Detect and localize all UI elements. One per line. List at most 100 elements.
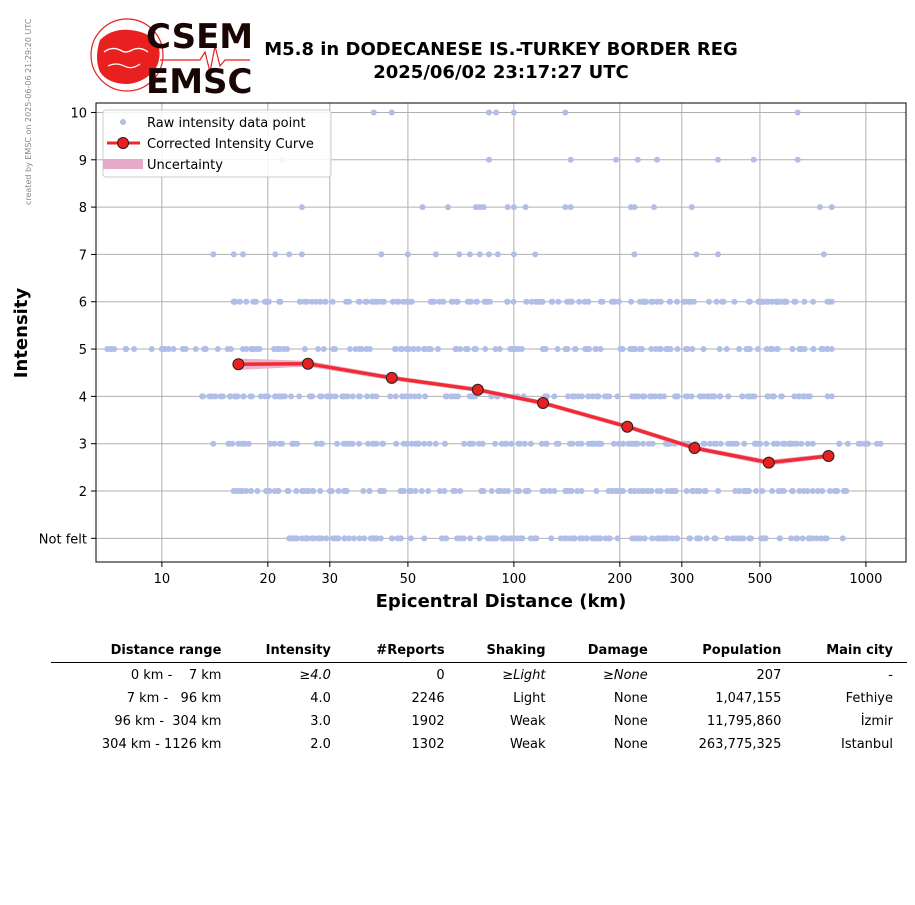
- raw-point: [820, 251, 827, 258]
- raw-point: [508, 535, 515, 542]
- legend: Raw intensity data point Corrected Inten…: [102, 109, 332, 178]
- raw-point: [597, 346, 604, 353]
- raw-point: [301, 298, 308, 305]
- raw-point: [232, 298, 239, 305]
- raw-point: [804, 488, 811, 495]
- raw-point: [271, 440, 278, 447]
- raw-point: [688, 204, 695, 211]
- cell-city: Istanbul: [840, 737, 893, 752]
- raw-point: [276, 346, 283, 353]
- raw-point: [619, 346, 626, 353]
- raw-point: [554, 346, 561, 353]
- raw-point: [399, 346, 406, 353]
- raw-point: [294, 535, 301, 542]
- y-tick-label: 9: [79, 154, 87, 169]
- raw-point: [493, 535, 500, 542]
- header-distance: Distance range: [51, 640, 236, 663]
- raw-point: [271, 488, 278, 495]
- raw-point: [645, 440, 652, 447]
- legend-raw-label: Raw intensity data point: [147, 116, 306, 131]
- cell-damage: None: [613, 714, 648, 729]
- cell-city: İzmir: [860, 714, 893, 729]
- x-tick-label: 30: [322, 572, 339, 587]
- raw-point: [508, 440, 515, 447]
- raw-point: [355, 298, 362, 305]
- raw-point: [434, 346, 441, 353]
- raw-point: [235, 440, 242, 447]
- logo-csem: CSEM: [146, 17, 253, 57]
- raw-point: [272, 251, 279, 258]
- raw-point: [732, 488, 739, 495]
- y-tick-label: 6: [79, 296, 87, 311]
- raw-point: [715, 156, 721, 163]
- raw-point: [503, 440, 510, 447]
- raw-point: [649, 298, 656, 305]
- raw-point: [318, 535, 325, 542]
- raw-point: [541, 488, 548, 495]
- raw-point: [418, 488, 425, 495]
- raw-point: [445, 204, 451, 211]
- raw-point: [711, 393, 718, 400]
- raw-point: [840, 488, 847, 495]
- raw-point: [820, 346, 827, 353]
- raw-point: [733, 535, 740, 542]
- header-city: Main city: [795, 640, 907, 663]
- raw-point: [510, 251, 517, 258]
- raw-point: [568, 488, 575, 495]
- raw-point: [428, 298, 435, 305]
- raw-point: [605, 535, 612, 542]
- raw-point: [822, 535, 828, 542]
- raw-point: [377, 488, 383, 495]
- raw-point: [688, 298, 695, 305]
- raw-point: [488, 488, 495, 495]
- raw-point: [700, 346, 707, 353]
- raw-point: [713, 298, 720, 305]
- raw-point: [296, 298, 303, 305]
- raw-point: [484, 535, 491, 542]
- raw-point: [579, 393, 585, 400]
- raw-point: [694, 535, 701, 542]
- x-tick-label: 50: [400, 572, 417, 587]
- raw-point: [631, 204, 638, 211]
- raw-point: [663, 440, 670, 447]
- raw-point: [682, 393, 689, 400]
- cell-reports: 1302: [411, 737, 445, 752]
- raw-point: [796, 346, 803, 353]
- raw-point: [758, 298, 765, 305]
- raw-point: [356, 440, 362, 447]
- raw-point: [411, 393, 418, 400]
- y-tick-label: 2: [79, 485, 87, 500]
- raw-point: [794, 535, 801, 542]
- raw-point: [165, 346, 172, 353]
- raw-point: [480, 488, 487, 495]
- raw-point: [755, 346, 761, 353]
- raw-point: [743, 346, 750, 353]
- cell-reports: 2246: [411, 691, 445, 706]
- raw-point: [320, 346, 327, 353]
- raw-point: [649, 535, 656, 542]
- curve-group: [232, 357, 835, 469]
- legend-curve-label: Corrected Intensity Curve: [147, 137, 314, 152]
- raw-point: [630, 440, 637, 447]
- raw-point: [785, 440, 792, 447]
- raw-point: [764, 393, 771, 400]
- raw-point: [751, 393, 758, 400]
- table-row: 7 km - 96 km 4.0 2246 Light None 1,047,1…: [51, 686, 907, 709]
- raw-point: [366, 488, 373, 495]
- raw-point: [589, 393, 596, 400]
- raw-point: [631, 251, 638, 258]
- raw-point: [713, 440, 720, 447]
- cell-damage: ≥None: [602, 668, 648, 683]
- cell-population: 11,795,860: [706, 714, 782, 729]
- raw-point: [553, 440, 560, 447]
- raw-point: [315, 346, 322, 353]
- raw-point: [575, 440, 581, 447]
- x-tick-label: 10: [154, 572, 171, 587]
- raw-point: [660, 535, 667, 542]
- raw-point: [381, 488, 388, 495]
- raw-point: [407, 535, 414, 542]
- raw-point: [335, 488, 342, 495]
- raw-point: [628, 298, 635, 305]
- raw-point: [585, 393, 592, 400]
- raw-point: [674, 346, 681, 353]
